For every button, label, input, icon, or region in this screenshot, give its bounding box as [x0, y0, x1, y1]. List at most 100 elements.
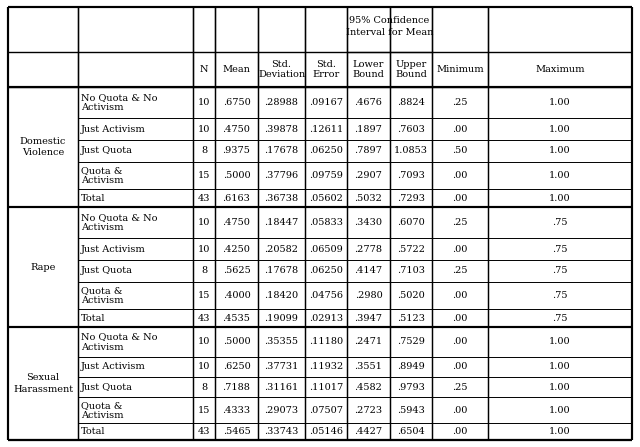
Text: .19099: .19099	[264, 314, 298, 323]
Text: Total: Total	[81, 314, 106, 323]
Text: Quota &
Activism: Quota & Activism	[81, 286, 124, 305]
Text: 10: 10	[198, 125, 210, 134]
Text: Domestic
Violence: Domestic Violence	[20, 137, 66, 157]
Text: Just Quota: Just Quota	[81, 266, 133, 275]
Text: .00: .00	[452, 337, 468, 346]
Text: 10: 10	[198, 245, 210, 254]
Text: 15: 15	[198, 406, 210, 415]
Text: .4676: .4676	[355, 98, 383, 107]
Text: .39878: .39878	[264, 125, 298, 134]
Text: .7093: .7093	[397, 171, 425, 180]
Text: Just Activism: Just Activism	[81, 363, 146, 371]
Text: .00: .00	[452, 245, 468, 254]
Text: .37731: .37731	[264, 363, 299, 371]
Text: .8949: .8949	[397, 363, 425, 371]
Text: .02913: .02913	[309, 314, 343, 323]
Text: .29073: .29073	[264, 406, 299, 415]
Text: 15: 15	[198, 171, 210, 180]
Text: Rape: Rape	[30, 262, 56, 271]
Text: 1.00: 1.00	[549, 406, 571, 415]
Text: .1897: .1897	[355, 125, 383, 134]
Text: .25: .25	[452, 98, 468, 107]
Text: Lower
Bound: Lower Bound	[353, 60, 385, 79]
Text: 1.00: 1.00	[549, 98, 571, 107]
Text: .07507: .07507	[309, 406, 343, 415]
Text: .18420: .18420	[264, 291, 299, 300]
Text: .7897: .7897	[355, 147, 383, 156]
Text: 10: 10	[198, 337, 210, 346]
Text: 10: 10	[198, 363, 210, 371]
Text: 43: 43	[198, 427, 211, 436]
Text: .5722: .5722	[397, 245, 425, 254]
Text: .4427: .4427	[355, 427, 383, 436]
Text: .4333: .4333	[223, 406, 251, 415]
Text: .2723: .2723	[355, 406, 383, 415]
Text: .18447: .18447	[264, 218, 299, 227]
Text: .4147: .4147	[355, 266, 383, 275]
Text: .4250: .4250	[223, 245, 250, 254]
Text: .5032: .5032	[355, 194, 383, 202]
Text: .6504: .6504	[397, 427, 425, 436]
Text: 43: 43	[198, 314, 211, 323]
Text: .4000: .4000	[223, 291, 250, 300]
Text: .06250: .06250	[309, 266, 343, 275]
Text: 10: 10	[198, 218, 210, 227]
Text: .3551: .3551	[355, 363, 383, 371]
Text: .33743: .33743	[264, 427, 299, 436]
Text: .5020: .5020	[397, 291, 425, 300]
Text: .11180: .11180	[309, 337, 343, 346]
Text: .6250: .6250	[223, 363, 250, 371]
Text: .25: .25	[452, 266, 468, 275]
Text: .3430: .3430	[355, 218, 383, 227]
Text: 1.00: 1.00	[549, 147, 571, 156]
Text: Mean: Mean	[223, 65, 250, 74]
Text: .2980: .2980	[355, 291, 382, 300]
Text: .50: .50	[452, 147, 468, 156]
Text: .00: .00	[452, 171, 468, 180]
Text: .06250: .06250	[309, 147, 343, 156]
Text: 95% Confidence
Interval for Mean: 95% Confidence Interval for Mean	[346, 17, 433, 37]
Text: .7103: .7103	[397, 266, 425, 275]
Text: .7529: .7529	[397, 337, 425, 346]
Text: No Quota & No
Activism: No Quota & No Activism	[81, 93, 157, 113]
Text: 43: 43	[198, 194, 211, 202]
Text: .6163: .6163	[223, 194, 250, 202]
Text: Maximum: Maximum	[535, 65, 585, 74]
Text: No Quota & No
Activism: No Quota & No Activism	[81, 213, 157, 232]
Text: 10: 10	[198, 98, 210, 107]
Text: 8: 8	[201, 147, 207, 156]
Text: 1.00: 1.00	[549, 171, 571, 180]
Text: .12611: .12611	[309, 125, 343, 134]
Text: Just Activism: Just Activism	[81, 245, 146, 254]
Text: .4750: .4750	[223, 125, 250, 134]
Text: .9375: .9375	[223, 147, 250, 156]
Text: Quota &
Activism: Quota & Activism	[81, 401, 124, 420]
Text: .5943: .5943	[397, 406, 425, 415]
Text: 1.0853: 1.0853	[394, 147, 428, 156]
Text: Sexual
Harassment: Sexual Harassment	[13, 373, 73, 393]
Text: .6070: .6070	[397, 218, 425, 227]
Text: .06509: .06509	[309, 245, 343, 254]
Text: Total: Total	[81, 194, 106, 202]
Text: .00: .00	[452, 314, 468, 323]
Text: .11932: .11932	[309, 363, 343, 371]
Text: .5000: .5000	[223, 337, 250, 346]
Text: .5625: .5625	[223, 266, 250, 275]
Text: Just Activism: Just Activism	[81, 125, 146, 134]
Text: .05146: .05146	[309, 427, 343, 436]
Text: 1.00: 1.00	[549, 383, 571, 392]
Text: .7603: .7603	[397, 125, 425, 134]
Text: .4582: .4582	[355, 383, 383, 392]
Text: .75: .75	[552, 291, 568, 300]
Text: .2907: .2907	[355, 171, 383, 180]
Text: .09759: .09759	[309, 171, 343, 180]
Text: .2471: .2471	[355, 337, 383, 346]
Text: .09167: .09167	[309, 98, 343, 107]
Text: 1.00: 1.00	[549, 363, 571, 371]
Text: .8824: .8824	[397, 98, 425, 107]
Text: .75: .75	[552, 266, 568, 275]
Text: .04756: .04756	[309, 291, 343, 300]
Text: Just Quota: Just Quota	[81, 147, 133, 156]
Text: 8: 8	[201, 266, 207, 275]
Text: 1.00: 1.00	[549, 427, 571, 436]
